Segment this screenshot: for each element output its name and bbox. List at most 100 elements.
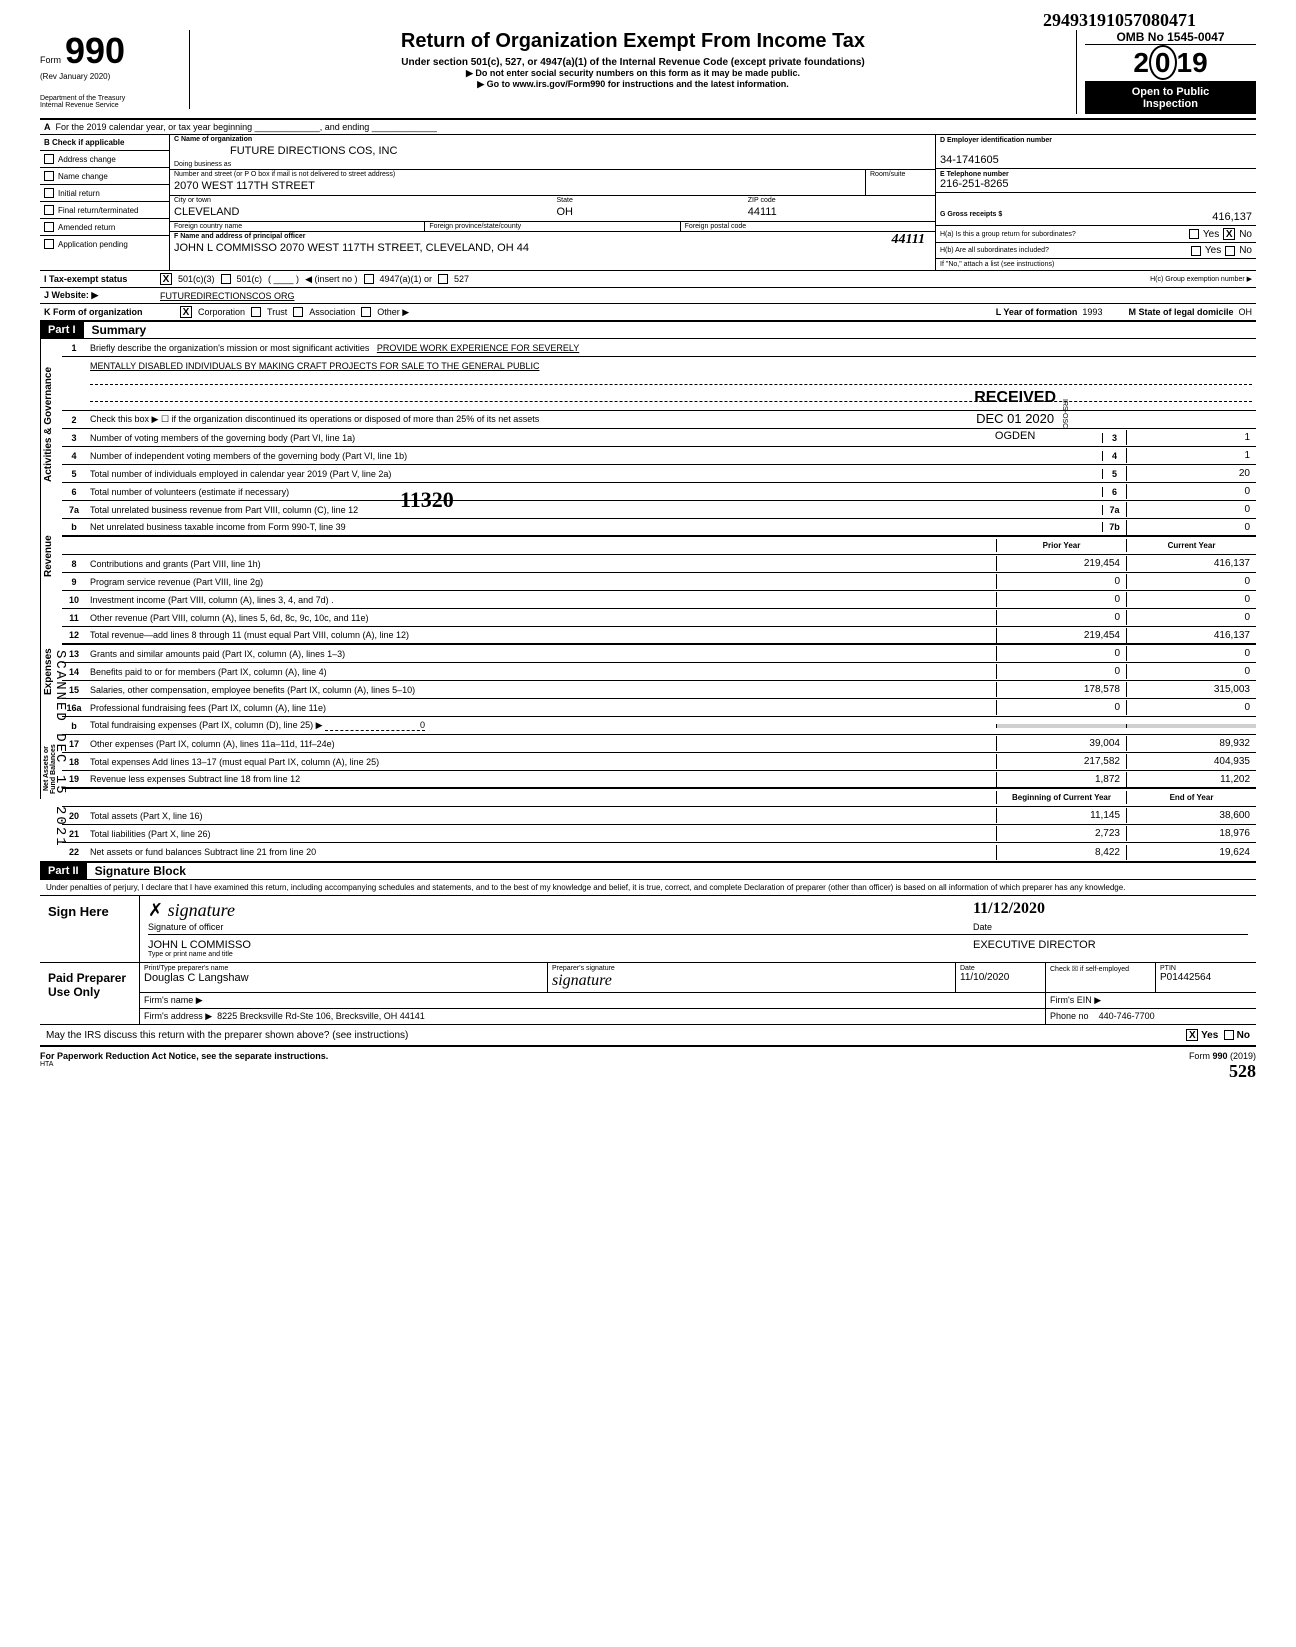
check-527[interactable]: [438, 274, 448, 284]
sig-date-value: 11/12/2020: [973, 900, 1248, 920]
line11-prior: 0: [996, 610, 1126, 625]
zip-value: 44111: [744, 205, 935, 221]
check-4947[interactable]: [364, 274, 374, 284]
line14-prior: 0: [996, 664, 1126, 679]
hta-label: HTA: [40, 1061, 328, 1068]
check-initial-return[interactable]: [44, 188, 54, 198]
part1-header: Part I: [40, 322, 84, 338]
label-527: 527: [454, 274, 469, 284]
line13-prior: 0: [996, 646, 1126, 661]
line5-desc: Total number of individuals employed in …: [86, 467, 1102, 481]
line8-current: 416,137: [1126, 556, 1256, 571]
l-label: L Year of formation: [996, 307, 1078, 317]
label-address-change: Address change: [58, 155, 116, 164]
line4-value: 1: [1126, 448, 1256, 463]
ha-yes-check[interactable]: [1189, 229, 1199, 239]
line1-value2: MENTALLY DISABLED INDIVIDUALS BY MAKING …: [86, 359, 1256, 373]
foreign-country-label: Foreign country name: [170, 222, 424, 231]
current-year-header: Current Year: [1126, 539, 1256, 552]
firm-ein-label: Firm's EIN ▶: [1046, 993, 1256, 1009]
line17-desc: Other expenses (Part IX, column (A), lin…: [86, 737, 996, 751]
officer-name: JOHN L COMMISSO: [148, 935, 973, 951]
d-label: D Employer identification number: [940, 137, 1052, 144]
line12-prior: 219,454: [996, 628, 1126, 643]
vert-net-assets: Net Assets or Fund Balances: [40, 739, 62, 799]
phone-label: Phone no: [1050, 1011, 1089, 1021]
check-501c[interactable]: [221, 274, 231, 284]
line7a-value: 0: [1126, 502, 1256, 517]
label-association: Association: [309, 307, 355, 317]
zip-label: ZIP code: [744, 196, 935, 205]
line14-desc: Benefits paid to or for members (Part IX…: [86, 665, 996, 679]
discuss-no-label: No: [1237, 1030, 1250, 1041]
officer-title-label: Type or print name and title: [148, 951, 1248, 958]
line6-value: 0: [1126, 484, 1256, 499]
form-number: 990: [65, 30, 125, 72]
sig-date-label: Date: [973, 920, 1248, 935]
hb-no-check[interactable]: [1225, 246, 1235, 256]
part2-header: Part II: [40, 863, 87, 879]
line6-desc: Total number of volunteers (estimate if …: [86, 485, 1102, 499]
line17-prior: 39,004: [996, 736, 1126, 751]
open-public-1: Open to Public: [1087, 86, 1254, 98]
begin-year-header: Beginning of Current Year: [996, 791, 1126, 804]
instruction-2: ▶ Go to www.irs.gov/Form990 for instruct…: [200, 79, 1066, 90]
check-501c3[interactable]: X: [160, 273, 172, 285]
address-label: Number and street (or P O box if mail is…: [170, 170, 865, 179]
line12-desc: Total revenue—add lines 8 through 11 (mu…: [86, 628, 996, 642]
e-label: E Telephone number: [940, 171, 1009, 178]
line11-desc: Other revenue (Part VIII, column (A), li…: [86, 611, 996, 625]
officer-info: JOHN L COMMISSO 2070 WEST 117TH STREET, …: [170, 241, 935, 257]
firm-addr: 8225 Brecksville Rd-Ste 106, Brecksville…: [217, 1011, 425, 1021]
line16a-current: 0: [1126, 700, 1256, 715]
line10-prior: 0: [996, 592, 1126, 607]
c-label: C Name of organization: [174, 136, 252, 143]
room-label: Room/suite: [866, 170, 935, 179]
ha-no-check[interactable]: X: [1223, 228, 1235, 240]
line18-prior: 217,582: [996, 754, 1126, 769]
org-name: FUTURE DIRECTIONS COS, INC: [170, 144, 935, 160]
prep-name: Douglas C Langshaw: [144, 972, 543, 984]
hb-yes-check[interactable]: [1191, 246, 1201, 256]
check-name-change[interactable]: [44, 171, 54, 181]
check-amended[interactable]: [44, 222, 54, 232]
irs-label: Internal Revenue Service: [40, 102, 181, 109]
discuss-no-check[interactable]: [1224, 1030, 1234, 1040]
gross-receipts: 416,137: [1212, 211, 1252, 223]
label-final-return: Final return/terminated: [58, 206, 138, 215]
firm-name-label: Firm's name ▶: [140, 993, 1046, 1009]
line20-desc: Total assets (Part X, line 16): [86, 809, 996, 823]
hb-yes-label: Yes: [1205, 245, 1221, 256]
check-corporation[interactable]: X: [180, 306, 192, 318]
line22-current: 19,624: [1126, 845, 1256, 860]
line11-current: 0: [1126, 610, 1256, 625]
open-public-2: Inspection: [1087, 98, 1254, 110]
m-value: OH: [1239, 307, 1253, 317]
j-label: J Website: ▶: [44, 290, 154, 301]
discuss-yes-check[interactable]: X: [1186, 1029, 1198, 1041]
line14-current: 0: [1126, 664, 1256, 679]
line3-value: 1: [1126, 430, 1256, 445]
ha-label: H(a) Is this a group return for subordin…: [940, 231, 1185, 238]
line16a-desc: Professional fundraising fees (Part IX, …: [86, 701, 996, 715]
handwritten-11320: 11320: [400, 487, 454, 513]
ha-no-label: No: [1239, 229, 1252, 240]
l-value: 1993: [1082, 307, 1102, 317]
line12-current: 416,137: [1126, 628, 1256, 643]
line19-desc: Revenue less expenses Subtract line 18 f…: [86, 772, 996, 786]
label-app-pending: Application pending: [58, 240, 128, 249]
line7a-desc: Total unrelated business revenue from Pa…: [86, 503, 1102, 517]
check-trust[interactable]: [251, 307, 261, 317]
ha-yes-label: Yes: [1203, 229, 1219, 240]
check-app-pending[interactable]: [44, 239, 54, 249]
check-other[interactable]: [361, 307, 371, 317]
vert-governance: Activities & Governance: [40, 339, 62, 509]
line22-desc: Net assets or fund balances Subtract lin…: [86, 845, 996, 859]
vert-revenue: Revenue: [40, 509, 62, 604]
check-final-return[interactable]: [44, 205, 54, 215]
check-association[interactable]: [293, 307, 303, 317]
row-a-tax-year: A For the 2019 calendar year, or tax yea…: [40, 120, 1256, 135]
line7b-desc: Net unrelated business taxable income fr…: [86, 520, 1102, 534]
check-address-change[interactable]: [44, 154, 54, 164]
label-4947: 4947(a)(1) or: [380, 274, 433, 284]
